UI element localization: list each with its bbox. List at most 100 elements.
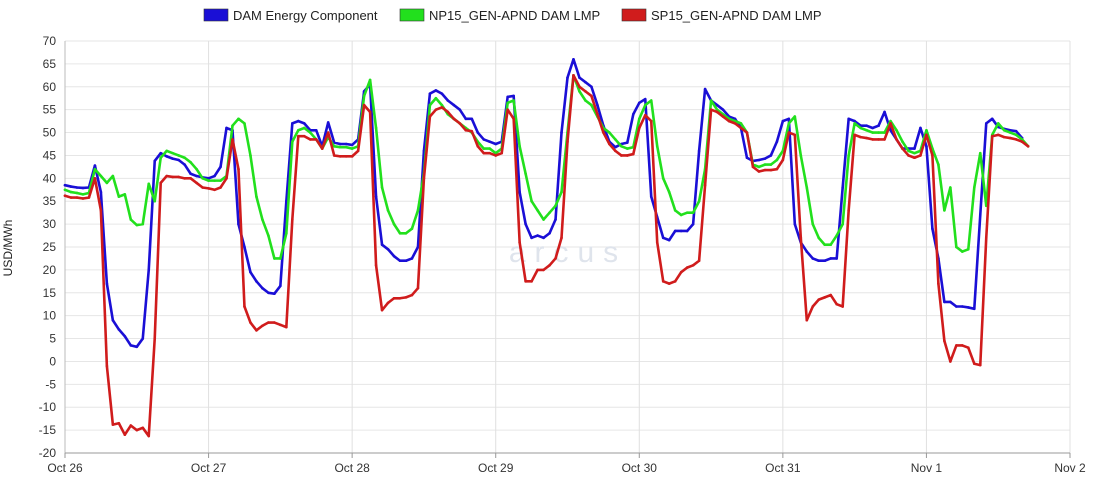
data-point[interactable] bbox=[769, 154, 773, 157]
data-point[interactable] bbox=[273, 292, 276, 295]
data-point[interactable] bbox=[685, 211, 689, 214]
data-point[interactable] bbox=[273, 321, 276, 324]
data-point[interactable] bbox=[871, 126, 874, 130]
data-point[interactable] bbox=[153, 337, 157, 340]
data-point[interactable] bbox=[590, 85, 593, 89]
data-point[interactable] bbox=[302, 134, 306, 138]
data-point[interactable] bbox=[255, 329, 258, 332]
legend[interactable]: DAM Energy Component NP15_GEN-APND DAM LM… bbox=[203, 8, 822, 23]
data-point[interactable] bbox=[69, 185, 73, 188]
data-point[interactable] bbox=[877, 131, 880, 134]
data-point[interactable] bbox=[590, 103, 593, 107]
data-point[interactable] bbox=[709, 108, 713, 111]
data-point[interactable] bbox=[530, 280, 533, 283]
data-point[interactable] bbox=[476, 144, 480, 148]
data-point[interactable] bbox=[560, 236, 563, 240]
data-point[interactable] bbox=[967, 306, 970, 309]
data-point[interactable] bbox=[105, 181, 109, 185]
data-point[interactable] bbox=[972, 307, 976, 311]
data-point[interactable] bbox=[93, 164, 97, 167]
data-point[interactable] bbox=[482, 138, 486, 141]
data-point[interactable] bbox=[332, 154, 336, 157]
data-point[interactable] bbox=[231, 124, 234, 127]
data-point[interactable] bbox=[320, 147, 324, 150]
data-point[interactable] bbox=[488, 147, 492, 150]
data-point[interactable] bbox=[775, 140, 779, 144]
data-point[interactable] bbox=[75, 191, 79, 195]
data-point[interactable] bbox=[153, 199, 157, 203]
data-point[interactable] bbox=[745, 156, 749, 160]
data-point[interactable] bbox=[440, 106, 444, 109]
data-point[interactable] bbox=[661, 177, 665, 180]
data-point[interactable] bbox=[416, 286, 420, 290]
data-point[interactable] bbox=[632, 112, 635, 116]
data-point[interactable] bbox=[829, 243, 833, 247]
data-point[interactable] bbox=[512, 99, 515, 102]
data-point[interactable] bbox=[506, 108, 509, 111]
data-point[interactable] bbox=[267, 321, 270, 324]
data-point[interactable] bbox=[877, 124, 880, 127]
data-point[interactable] bbox=[572, 74, 575, 77]
data-point[interactable] bbox=[117, 421, 121, 425]
data-point[interactable] bbox=[901, 147, 904, 150]
data-point[interactable] bbox=[799, 154, 803, 157]
data-point[interactable] bbox=[440, 103, 444, 107]
data-point[interactable] bbox=[811, 222, 815, 226]
data-point[interactable] bbox=[769, 168, 773, 172]
data-point[interactable] bbox=[883, 110, 886, 114]
data-point[interactable] bbox=[703, 87, 707, 91]
data-point[interactable] bbox=[853, 122, 856, 125]
data-point[interactable] bbox=[799, 236, 803, 240]
data-point[interactable] bbox=[177, 158, 180, 162]
data-point[interactable] bbox=[673, 280, 677, 283]
data-point[interactable] bbox=[883, 131, 886, 134]
data-point[interactable] bbox=[368, 78, 372, 82]
data-point[interactable] bbox=[835, 234, 838, 237]
data-point[interactable] bbox=[1014, 129, 1018, 133]
data-point[interactable] bbox=[93, 177, 97, 180]
data-point[interactable] bbox=[291, 122, 294, 125]
data-point[interactable] bbox=[925, 133, 928, 137]
data-point[interactable] bbox=[667, 190, 671, 194]
data-point[interactable] bbox=[99, 209, 103, 212]
data-point[interactable] bbox=[482, 151, 486, 155]
data-point[interactable] bbox=[667, 238, 671, 242]
data-point[interactable] bbox=[308, 138, 312, 141]
data-point[interactable] bbox=[691, 222, 695, 226]
data-point[interactable] bbox=[859, 126, 862, 130]
data-point[interactable] bbox=[219, 165, 222, 169]
data-point[interactable] bbox=[871, 131, 874, 134]
data-point[interactable] bbox=[745, 131, 749, 134]
data-point[interactable] bbox=[117, 195, 121, 198]
data-point[interactable] bbox=[386, 247, 390, 251]
data-point[interactable] bbox=[739, 126, 743, 130]
data-point[interactable] bbox=[548, 211, 551, 214]
data-point[interactable] bbox=[709, 99, 713, 102]
data-point[interactable] bbox=[123, 433, 127, 436]
data-point[interactable] bbox=[362, 103, 366, 107]
data-point[interactable] bbox=[715, 110, 719, 114]
data-point[interactable] bbox=[925, 128, 928, 132]
data-point[interactable] bbox=[823, 296, 827, 299]
data-point[interactable] bbox=[865, 136, 868, 140]
data-point[interactable] bbox=[596, 103, 599, 107]
data-point[interactable] bbox=[249, 270, 252, 274]
data-point[interactable] bbox=[817, 259, 821, 263]
data-point[interactable] bbox=[739, 122, 743, 125]
data-point[interactable] bbox=[446, 110, 450, 114]
data-point[interactable] bbox=[643, 103, 647, 107]
data-point[interactable] bbox=[428, 103, 432, 107]
data-point[interactable] bbox=[655, 144, 659, 148]
data-point[interactable] bbox=[105, 282, 109, 285]
series-line-np15-gen-apnd-dam-lmp[interactable] bbox=[63, 74, 1030, 260]
data-point[interactable] bbox=[1008, 131, 1012, 134]
data-point[interactable] bbox=[841, 186, 844, 189]
data-point[interactable] bbox=[554, 257, 557, 260]
data-point[interactable] bbox=[129, 344, 133, 347]
data-point[interactable] bbox=[972, 186, 976, 189]
data-point[interactable] bbox=[452, 117, 456, 121]
data-point[interactable] bbox=[1020, 140, 1024, 144]
data-point[interactable] bbox=[889, 119, 892, 123]
data-point[interactable] bbox=[518, 144, 521, 148]
data-point[interactable] bbox=[655, 241, 659, 244]
